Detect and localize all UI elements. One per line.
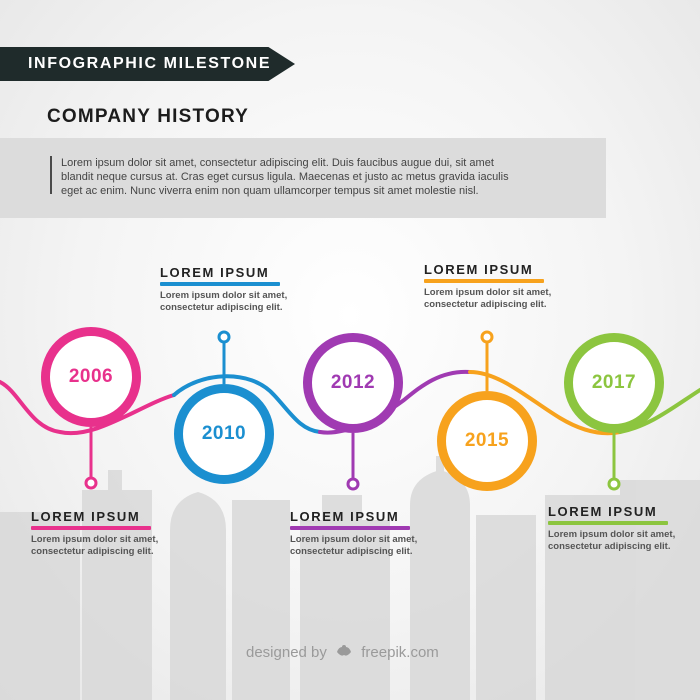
milestone-title-underline: [290, 526, 410, 530]
milestone-title-underline: [160, 282, 280, 286]
desc-line: consectetur adipiscing elit.: [160, 302, 283, 313]
milestone-circle-2015: 2015: [437, 391, 537, 491]
milestone-description: Lorem ipsum dolor sit amet, consectetur …: [548, 529, 675, 553]
intro-line: blandit neque cursus at. Cras eget cursu…: [61, 171, 509, 183]
credit-prefix: designed by: [246, 644, 327, 661]
page-title: COMPANY HISTORY: [47, 106, 250, 127]
milestone-circle-2010: 2010: [174, 384, 274, 484]
milestone-stem-dot: [346, 477, 360, 491]
milestone-stem-dot: [84, 476, 98, 490]
milestone-stem-dot: [217, 330, 231, 344]
credit-brand: freepik.com: [361, 644, 439, 661]
timeline-segment: [172, 374, 322, 434]
milestone-description: Lorem ipsum dolor sit amet, consectetur …: [424, 287, 551, 311]
designer-credit: designed by freepik.com: [246, 644, 439, 662]
milestone-description: Lorem ipsum dolor sit amet, consectetur …: [160, 290, 287, 314]
intro-line: eget ac enim. Nunc viverra enim non quam…: [61, 185, 479, 197]
milestone-circle-2006: 2006: [41, 327, 141, 427]
intro-paragraph: Lorem ipsum dolor sit amet, consectetur …: [61, 156, 591, 198]
milestone-title: LOREM IPSUM: [424, 262, 534, 277]
desc-line: consectetur adipiscing elit.: [290, 546, 413, 557]
milestone-stem-dot: [607, 477, 621, 491]
milestone-stem-dot: [480, 330, 494, 344]
desc-line: Lorem ipsum dolor sit amet,: [424, 287, 552, 298]
milestone-title-underline: [548, 521, 668, 525]
intro-box: [0, 138, 606, 218]
milestone-title-underline: [31, 526, 151, 530]
timeline-segment: [0, 380, 176, 436]
milestone-title: LOREM IPSUM: [160, 265, 270, 280]
desc-line: Lorem ipsum dolor sit amet,: [160, 290, 288, 301]
header-banner: [0, 47, 295, 81]
intro-line: Lorem ipsum dolor sit amet, consectetur …: [61, 157, 494, 169]
desc-line: Lorem ipsum dolor sit amet,: [290, 534, 418, 545]
banner-text: INFOGRAPHIC MILESTONE: [28, 55, 272, 72]
milestone-title: LOREM IPSUM: [290, 509, 400, 524]
milestone-circle-2012: 2012: [303, 333, 403, 433]
milestone-circle-2017: 2017: [564, 333, 664, 433]
milestone-title: LOREM IPSUM: [31, 509, 141, 524]
desc-line: consectetur adipiscing elit.: [424, 299, 547, 310]
desc-line: consectetur adipiscing elit.: [31, 546, 154, 557]
milestone-description: Lorem ipsum dolor sit amet, consectetur …: [290, 534, 417, 558]
desc-line: Lorem ipsum dolor sit amet,: [31, 534, 159, 545]
milestone-description: Lorem ipsum dolor sit amet, consectetur …: [31, 534, 158, 558]
milestone-title: LOREM IPSUM: [548, 504, 658, 519]
timeline-segment: [468, 370, 622, 436]
desc-line: Lorem ipsum dolor sit amet,: [548, 529, 676, 540]
intro-quote-bar: [50, 156, 52, 194]
milestone-title-underline: [424, 279, 544, 283]
desc-line: consectetur adipiscing elit.: [548, 541, 671, 552]
freepik-logo-icon: [335, 644, 353, 662]
